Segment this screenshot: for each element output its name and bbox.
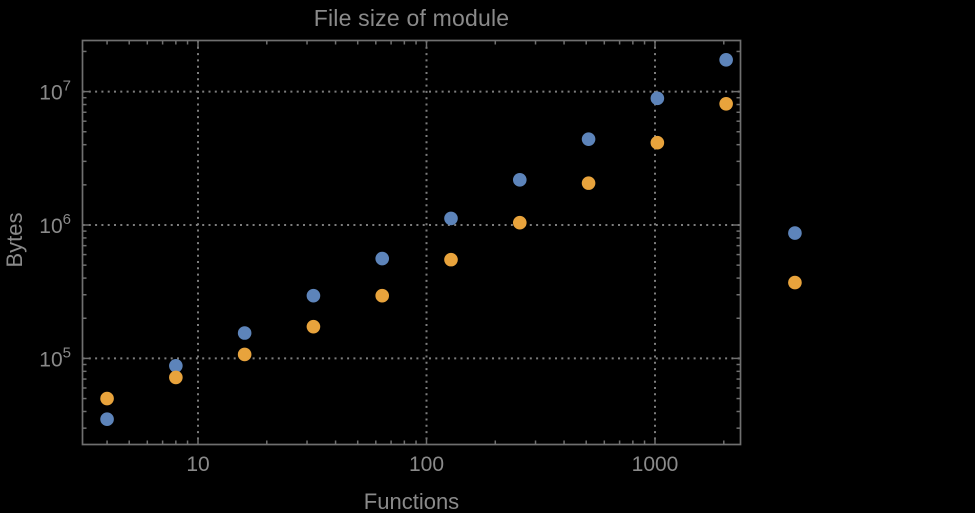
data-point-series-blue [444, 211, 458, 226]
data-point-series-blue [788, 226, 802, 240]
data-point-series-orange [512, 215, 527, 230]
plot-frame [81, 39, 742, 446]
y-tick-label: 106 [39, 211, 71, 238]
data-point-series-orange [306, 319, 321, 334]
data-point-series-orange [169, 370, 183, 385]
data-point-series-orange [444, 252, 458, 267]
y-tick-label: 105 [39, 344, 71, 371]
data-point-series-orange [650, 135, 665, 150]
x-tick-label: 10 [186, 453, 209, 476]
x-axis-label: Functions [363, 489, 460, 513]
data-point-series-orange [581, 176, 596, 190]
x-tick-label: 100 [409, 453, 444, 476]
data-point-series-blue [375, 251, 390, 266]
data-point-series-blue [512, 173, 527, 187]
data-point-series-orange [788, 275, 802, 290]
data-point-series-blue [306, 288, 321, 303]
data-point-series-orange [375, 288, 390, 303]
x-tick-label: 1000 [632, 453, 679, 476]
data-point-series-blue [581, 132, 596, 146]
y-axis-label: Bytes [2, 212, 27, 268]
data-point-series-blue [100, 412, 114, 427]
data-point-series-blue [237, 326, 252, 340]
data-point-series-blue [650, 91, 665, 106]
y-tick-label: 107 [39, 78, 71, 105]
data-point-series-orange [100, 391, 114, 406]
data-point-series-blue [719, 53, 733, 67]
chart-title: File size of module [313, 5, 510, 31]
data-point-series-blue [169, 359, 183, 373]
data-point-series-orange [719, 97, 733, 111]
data-point-series-orange [237, 347, 252, 362]
